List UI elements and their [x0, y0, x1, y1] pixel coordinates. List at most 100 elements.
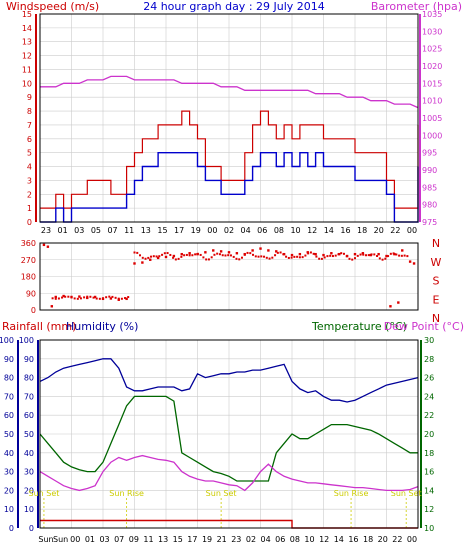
direction-point [315, 255, 318, 258]
wind-x-label: 15 [157, 226, 167, 235]
rainfall-y-tick: 10 [4, 505, 14, 514]
direction-point [367, 254, 370, 257]
direction-point [78, 295, 81, 298]
direction-point [172, 254, 176, 258]
direction-point [227, 251, 231, 254]
direction-point [98, 297, 101, 300]
direction-y-tick: 270 [21, 256, 36, 265]
direction-point [139, 254, 142, 257]
direction-point [125, 297, 128, 301]
direction-point [117, 297, 120, 300]
climate-x-label: 18 [363, 535, 373, 544]
wind-x-label: 12 [307, 226, 317, 235]
direction-point [384, 257, 387, 260]
sun-marker-label: Sun Rise [334, 489, 369, 498]
direction-y-tick: 360 [21, 239, 36, 248]
barometer-y-tick: 975 [422, 218, 437, 227]
direction-point [51, 297, 54, 300]
rainfall-y-tick: 30 [4, 468, 14, 477]
direction-point [188, 254, 191, 257]
direction-point [105, 296, 108, 299]
direction-point [238, 258, 241, 261]
direction-point [111, 295, 114, 298]
direction-point [221, 254, 224, 257]
direction-point [194, 253, 197, 256]
direction-point [155, 255, 158, 258]
climate-x-label: 12 [319, 535, 329, 544]
direction-point [307, 252, 310, 255]
humidity-y-tick: 60 [24, 411, 34, 420]
climate-x-label: 23 [231, 535, 241, 544]
humidity-y-tick: 30 [24, 468, 34, 477]
wind-y-tick: 0 [27, 218, 32, 227]
direction-point [401, 249, 404, 252]
direction-point [337, 253, 340, 256]
direction-point [180, 255, 183, 258]
direction-point [83, 296, 86, 299]
direction-point [73, 297, 76, 300]
direction-point [398, 254, 401, 257]
temperature-y-tick: 20 [424, 430, 434, 439]
direction-point [254, 255, 257, 258]
direction-point [412, 262, 416, 265]
direction-point [172, 256, 175, 259]
wind-x-label: 20 [374, 226, 384, 235]
climate-x-label: 11 [143, 535, 153, 544]
direction-y-tick: 90 [26, 289, 36, 298]
temperature-y-tick: 24 [424, 392, 434, 401]
direction-point [362, 253, 365, 256]
direction-point [62, 294, 65, 298]
direction-point [210, 256, 213, 259]
humidity-title: Humidity (%) [66, 320, 138, 333]
direction-point [133, 262, 136, 265]
rainfall-y-tick: 40 [4, 449, 14, 458]
wind-avg-line [40, 152, 419, 223]
direction-point [174, 258, 177, 261]
direction-point [331, 255, 334, 258]
direction-point [61, 296, 64, 299]
direction-point [298, 252, 302, 256]
direction-compass-label: N [432, 237, 440, 250]
direction-point [354, 257, 356, 260]
barometer-y-tick: 1010 [422, 97, 442, 106]
direction-point [377, 252, 380, 256]
direction-point [263, 255, 266, 258]
direction-point [218, 253, 221, 256]
direction-point [387, 255, 390, 258]
direction-point [227, 254, 230, 257]
direction-point [408, 260, 412, 263]
rainfall-y-tick: 100 [0, 336, 14, 345]
sun-marker-label: Sun Rise [109, 489, 144, 498]
direction-point [282, 253, 285, 256]
direction-point [267, 249, 270, 252]
temperature-y-tick: 22 [424, 411, 434, 420]
climate-x-label: 10 [304, 535, 314, 544]
direction-point [361, 252, 365, 255]
direction-point [370, 253, 373, 256]
direction-point [183, 254, 186, 257]
direction-point [54, 295, 57, 299]
temperature-line [39, 395, 418, 482]
direction-point [114, 296, 117, 299]
direction-point [397, 301, 400, 304]
direction-point [147, 256, 150, 259]
plot-layer: 0123456789101112131415975980985990995100… [0, 10, 442, 544]
wind-y-tick: 14 [22, 24, 32, 33]
humidity-y-tick: 0 [29, 524, 34, 533]
direction-point [290, 253, 294, 257]
direction-point [381, 258, 384, 261]
wind-y-tick: 15 [22, 10, 32, 19]
direction-point [378, 257, 381, 260]
rainfall-y-tick: 60 [4, 411, 14, 420]
direction-point [207, 258, 210, 261]
humidity-y-tick: 40 [24, 449, 34, 458]
direction-point [93, 295, 97, 299]
barometer-y-tick: 1020 [422, 62, 442, 71]
climate-x-label: 21 [217, 535, 227, 544]
direction-point [64, 295, 67, 298]
direction-point [180, 252, 183, 256]
direction-point [304, 254, 307, 257]
direction-point [46, 245, 50, 248]
direction-point [235, 252, 239, 255]
direction-point [329, 254, 332, 257]
